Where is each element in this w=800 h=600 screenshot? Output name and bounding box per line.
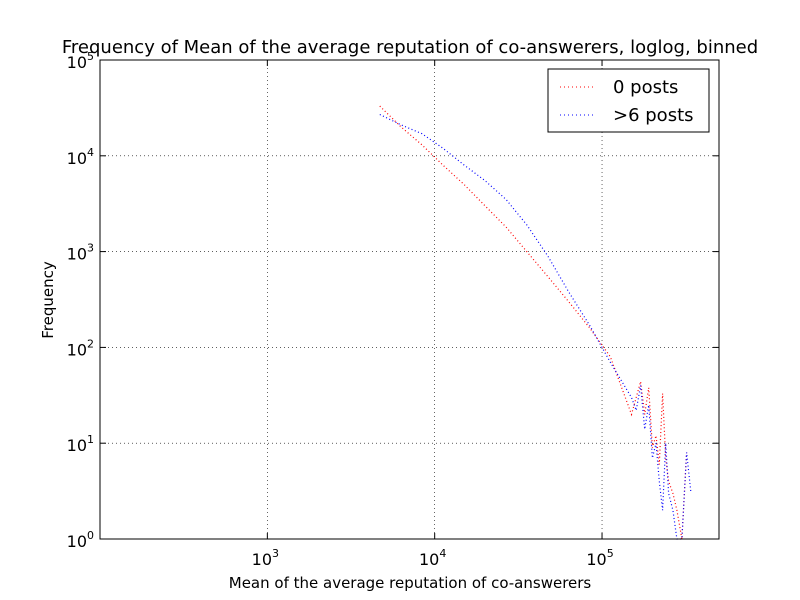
series-layer bbox=[379, 105, 692, 540]
series-line-0-posts bbox=[379, 105, 688, 540]
y-tick-label: 101 bbox=[67, 433, 94, 455]
y-tick-label-exp: 4 bbox=[87, 146, 94, 159]
chart-title: Frequency of Mean of the average reputat… bbox=[62, 37, 758, 58]
x-tick-label: 104 bbox=[419, 547, 446, 569]
y-tick-label-base: 10 bbox=[67, 245, 87, 264]
legend-label-0-posts: 0 posts bbox=[613, 77, 678, 98]
x-tick-label-base: 10 bbox=[252, 550, 272, 569]
y-tick-label: 103 bbox=[67, 242, 94, 264]
y-axis-label: Frequency bbox=[39, 261, 57, 339]
x-axis-label: Mean of the average reputation of co-ans… bbox=[229, 574, 592, 592]
x-tick-label-exp: 3 bbox=[272, 547, 279, 560]
x-tick-label-base: 10 bbox=[586, 550, 606, 569]
y-tick-label: 104 bbox=[67, 146, 94, 168]
y-tick-label-base: 10 bbox=[67, 532, 87, 551]
legend-label-6-posts: >6 posts bbox=[613, 105, 694, 126]
y-tick-label-base: 10 bbox=[67, 53, 87, 72]
legend-box bbox=[547, 68, 710, 133]
x-tick-label-base: 10 bbox=[419, 550, 439, 569]
y-tick-label-exp: 2 bbox=[87, 337, 94, 350]
y-tick-label: 100 bbox=[67, 529, 94, 551]
series-line-6-posts bbox=[379, 113, 692, 540]
y-tick-label-exp: 3 bbox=[87, 242, 94, 255]
y-tick-label-exp: 5 bbox=[87, 50, 94, 63]
x-tick-label-exp: 4 bbox=[439, 547, 446, 560]
y-tick-label-base: 10 bbox=[67, 149, 87, 168]
legend: 0 posts >6 posts bbox=[547, 68, 710, 133]
y-tick-label: 102 bbox=[67, 337, 94, 359]
x-tick-label: 103 bbox=[252, 547, 279, 569]
plot-frame bbox=[99, 59, 720, 540]
x-tick-label-exp: 5 bbox=[607, 547, 614, 560]
x-tick-label: 105 bbox=[586, 547, 613, 569]
y-tick-label-base: 10 bbox=[67, 340, 87, 359]
y-tick-label-base: 10 bbox=[67, 436, 87, 455]
y-tick-label-exp: 0 bbox=[87, 529, 94, 542]
y-tick-label: 105 bbox=[67, 50, 94, 72]
y-tick-label-exp: 1 bbox=[87, 433, 94, 446]
